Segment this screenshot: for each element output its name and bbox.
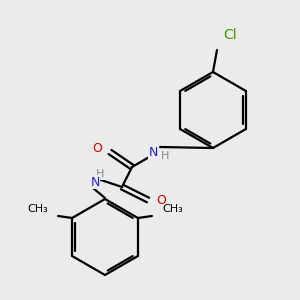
Text: CH₃: CH₃	[27, 204, 48, 214]
Text: H: H	[161, 151, 169, 161]
Text: N: N	[148, 146, 158, 158]
Text: Cl: Cl	[223, 28, 237, 42]
Text: O: O	[92, 142, 102, 155]
Text: H: H	[96, 169, 104, 179]
Text: N: N	[90, 176, 100, 188]
Text: CH₃: CH₃	[162, 204, 183, 214]
Text: O: O	[156, 194, 166, 206]
